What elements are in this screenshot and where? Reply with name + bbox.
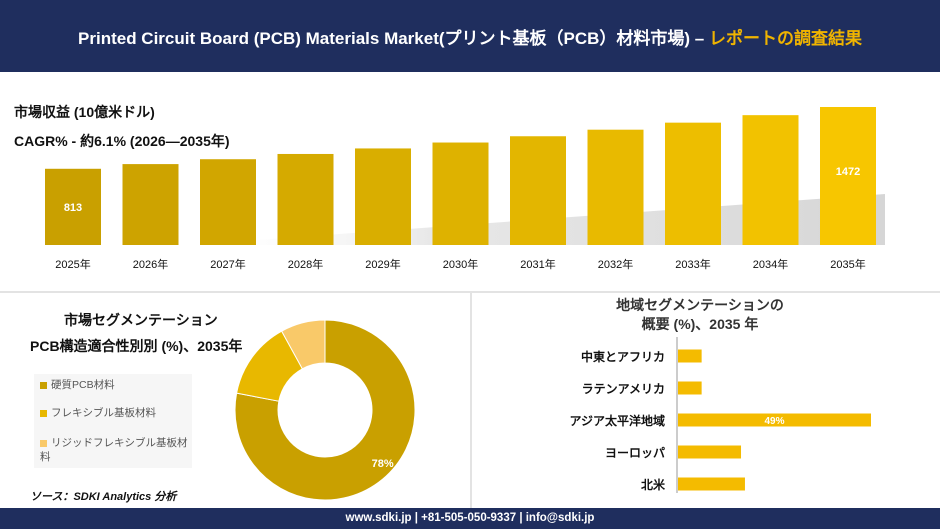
region-category-label: アジア太平洋地域 [569, 414, 665, 428]
region-bar [678, 445, 742, 459]
region-bar-value-label: 49% [764, 416, 784, 427]
legend-item: フレキシブル基板材料 [40, 406, 156, 420]
revenue-bar [665, 122, 721, 245]
revenue-bar [45, 168, 101, 245]
region-chart-title: 地域セグメンテーションの 概要 (%)、2035 年 [560, 296, 840, 334]
segmentation-subtitle: PCB構造適合性別別 (%)、2035年 [30, 338, 243, 354]
region-bar [678, 381, 702, 395]
revenue-year-tick: 2030年 [443, 257, 478, 271]
legend-item: 硬質PCB材料 [40, 378, 115, 392]
region-category-label: 北米 [640, 478, 665, 492]
legend-label: 硬質PCB材料 [51, 379, 115, 391]
revenue-year-tick: 2025年 [55, 257, 90, 271]
region-bar [678, 477, 745, 491]
legend-label: リジッドフレキシブル基板材料 [40, 437, 188, 463]
segmentation-title: 市場セグメンテーション [64, 312, 218, 328]
revenue-bar [820, 107, 876, 245]
contact-footer: www.sdki.jp | +81-505-050-9337 | info@sd… [0, 508, 940, 529]
donut-slice [280, 319, 326, 370]
revenue-year-tick: 2035年 [830, 257, 865, 271]
revenue-year-tick: 2031年 [520, 257, 555, 271]
revenue-bar [432, 142, 489, 245]
donut-slice [234, 319, 416, 501]
report-title-accent: レポートの調査結果 [708, 28, 862, 48]
revenue-bar [122, 164, 179, 245]
legend-item: リジッドフレキシブル基板材料 [40, 436, 190, 464]
segmentation-donut-chart: 78% [234, 319, 416, 501]
revenue-year-tick: 2028年 [288, 257, 323, 271]
region-bar [678, 413, 871, 427]
region-category-label: ヨーロッパ [604, 446, 665, 460]
revenue-bar [277, 153, 334, 245]
revenue-year-tick: 2026年 [133, 257, 168, 271]
section-divider-vertical [470, 293, 472, 508]
region-chart-title-line1: 地域セグメンテーションの [616, 297, 784, 313]
legend-label: フレキシブル基板材料 [51, 407, 156, 419]
source-note: ソース：SDKI Analytics 分析 [30, 491, 177, 503]
region-category-label: 中東とアフリカ [580, 350, 665, 364]
legend-swatch [40, 409, 47, 417]
revenue-bar [510, 136, 566, 245]
revenue-year-tick: 2033年 [675, 257, 710, 271]
revenue-bar-value-label: 813 [64, 202, 82, 214]
cagr-label: CAGR% - 約6.1% (2026—2035年) [14, 133, 230, 149]
revenue-year-tick: 2032年 [598, 257, 633, 271]
revenue-bar-chart: 813 1472 2025年 2026年 2027年 2028年 2029年 2030年 20… [45, 107, 885, 271]
report-header: Printed Circuit Board (PCB) Materials Ma… [0, 0, 940, 72]
segmentation-legend: 硬質PCB材料 フレキシブル基板材料 リジッドフレキシブル基板材料 [34, 374, 192, 468]
revenue-unit-label: 市場収益 (10億米ドル) [14, 104, 155, 120]
region-chart-title-line2: 概要 (%)、2035 年 [641, 316, 759, 332]
region-bar [678, 349, 702, 363]
revenue-bar [587, 129, 644, 245]
revenue-bar [200, 159, 256, 245]
revenue-bar [355, 148, 411, 245]
revenue-bar [742, 115, 799, 245]
legend-swatch [40, 381, 47, 389]
donut-slice-value-label: 78% [372, 458, 394, 470]
section-divider-horizontal [0, 291, 940, 293]
revenue-year-tick: 2029年 [365, 257, 400, 271]
revenue-year-tick: 2034年 [753, 257, 788, 271]
report-title-main: Printed Circuit Board (PCB) Materials Ma… [78, 28, 709, 48]
revenue-year-tick: 2027年 [210, 257, 245, 271]
revenue-bar-value-label: 1472 [836, 166, 860, 178]
region-category-label: ラテンアメリカ [581, 382, 665, 396]
legend-swatch [40, 439, 47, 447]
region-bar-chart: 49% [676, 337, 871, 493]
report-title: Printed Circuit Board (PCB) Materials Ma… [78, 24, 862, 49]
